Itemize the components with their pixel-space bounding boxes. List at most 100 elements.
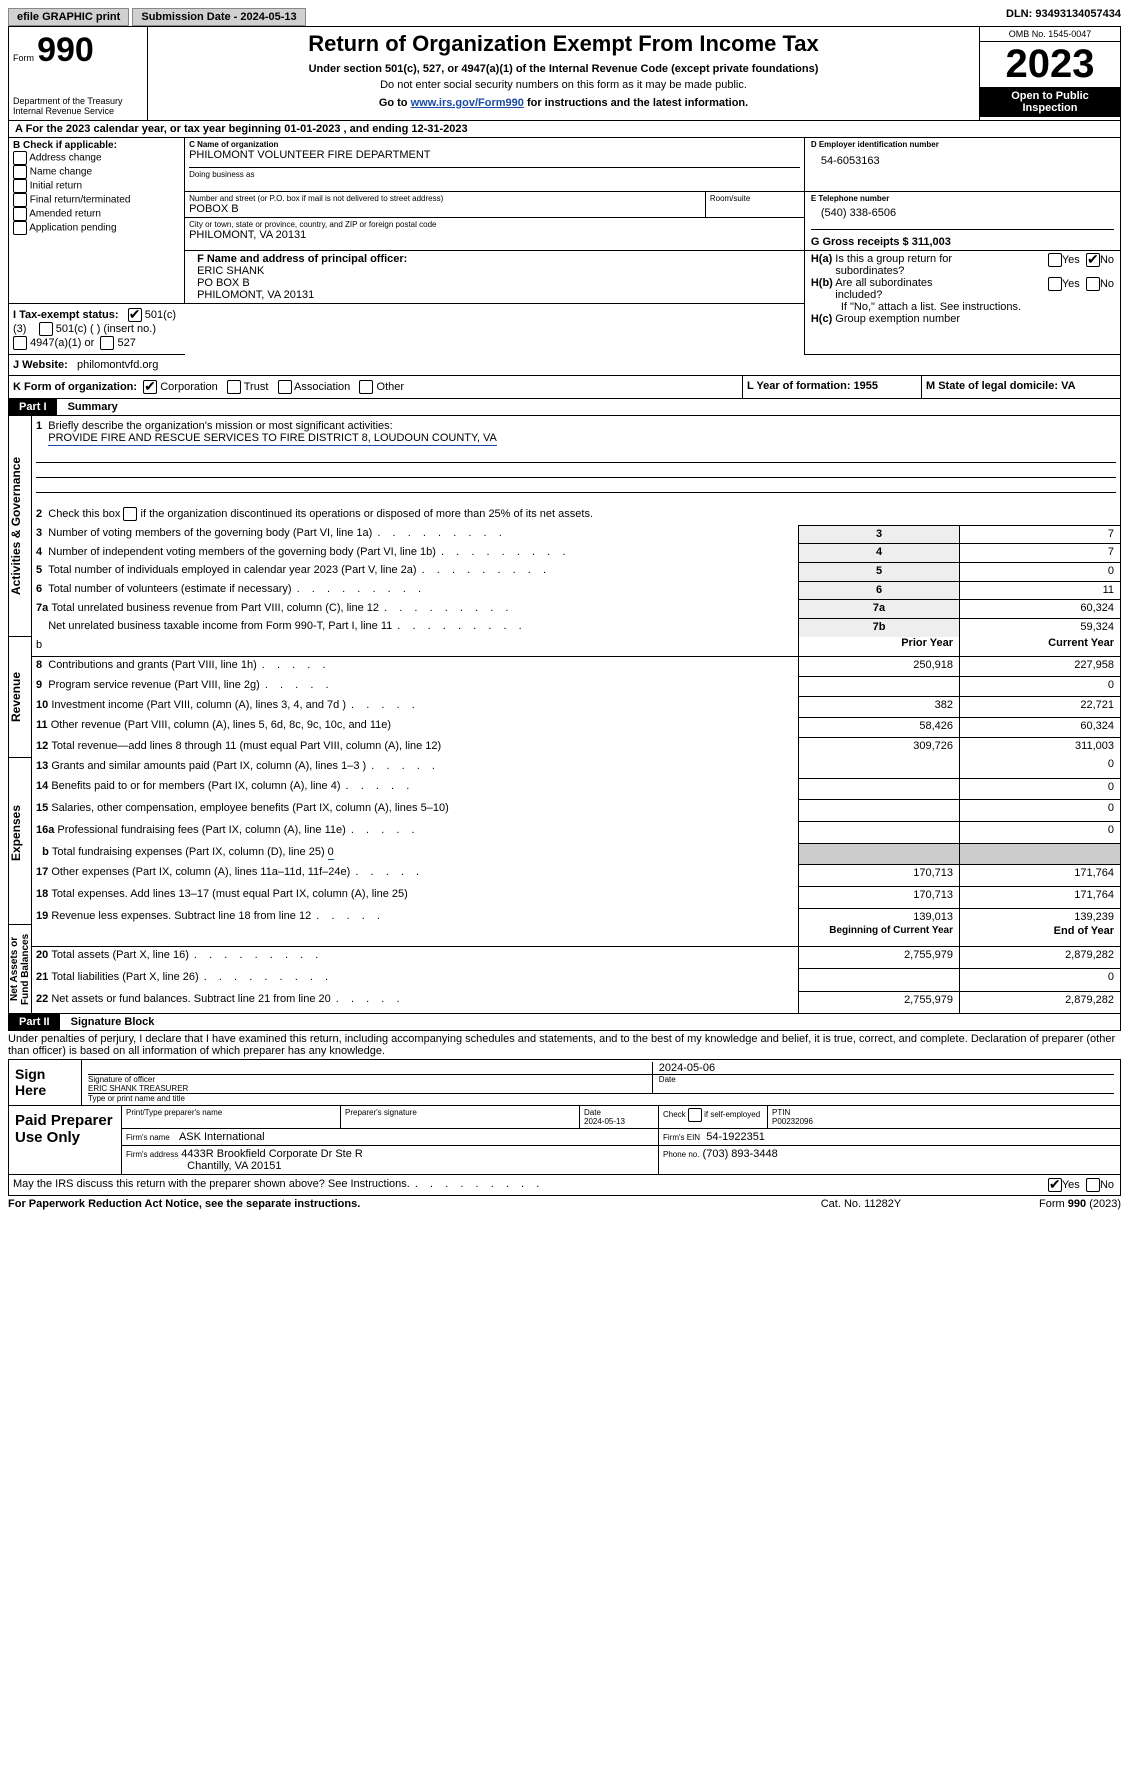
l4-val: 7 (960, 544, 1121, 563)
ck-4947[interactable] (13, 336, 27, 350)
prep-date: 2024-05-13 (584, 1117, 625, 1126)
l9-label: Program service revenue (Part VIII, line… (48, 679, 330, 691)
subtitle2: Do not enter social security numbers on … (158, 79, 969, 91)
street-label: Number and street (or P.O. box if mail i… (189, 194, 701, 203)
paid-preparer: Paid Preparer Use Only (9, 1106, 122, 1175)
ck-amended[interactable] (13, 207, 27, 221)
l10-p: 382 (799, 697, 960, 717)
ein: 54-6053163 (811, 155, 1114, 167)
l16b-c (960, 844, 1121, 865)
l22-c: 2,879,282 (960, 991, 1121, 1013)
firm-ein-label: Firm's EIN (663, 1133, 700, 1142)
ptin: P00232096 (772, 1117, 813, 1126)
box-f-label: F Name and address of principal officer: (197, 253, 800, 265)
ck-trust[interactable] (227, 380, 241, 394)
ck-assoc[interactable] (278, 380, 292, 394)
l19-p: 139,013 (799, 908, 960, 925)
penalty-text: Under penalties of perjury, I declare th… (8, 1031, 1121, 1059)
ck-final[interactable] (13, 193, 27, 207)
form-title: Return of Organization Exempt From Incom… (158, 31, 969, 57)
l9-c: 0 (960, 677, 1121, 697)
l17-label: Other expenses (Part IX, column (A), lin… (51, 866, 421, 878)
ck-ha-yes[interactable] (1048, 253, 1062, 267)
ck-initial[interactable] (13, 179, 27, 193)
ck-501c[interactable] (39, 322, 53, 336)
l3-val: 7 (960, 525, 1121, 544)
part1-title: Summary (60, 401, 118, 413)
ck-ha-no[interactable] (1086, 253, 1100, 267)
ck-discuss-no[interactable] (1086, 1178, 1100, 1192)
sig-type-label: Type or print name and title (88, 1093, 1114, 1103)
l8-c: 227,958 (960, 656, 1121, 676)
l19-label: Revenue less expenses. Subtract line 18 … (51, 910, 382, 922)
ck-corp[interactable] (143, 380, 157, 394)
ck-app-pending[interactable] (13, 221, 27, 235)
dba-label: Doing business as (189, 167, 800, 179)
l19-c: 139,239 (960, 908, 1121, 925)
l12-p: 309,726 (799, 738, 960, 758)
l14-c: 0 (960, 778, 1121, 800)
ck-address[interactable] (13, 151, 27, 165)
top-bar: efile GRAPHIC print Submission Date - 20… (8, 8, 1121, 26)
check-self: Check if self-employed (659, 1106, 768, 1129)
dept1: Department of the Treasury (13, 96, 143, 106)
box-i-label: I Tax-exempt status: (13, 309, 119, 321)
officer-name: ERIC SHANK (197, 265, 800, 277)
ck-discuss-yes[interactable] (1048, 1178, 1062, 1192)
ck-name[interactable] (13, 165, 27, 179)
eoy-hdr: End of Year (960, 925, 1121, 947)
l13-label: Grants and similar amounts paid (Part IX… (51, 760, 437, 772)
l12-c: 311,003 (960, 738, 1121, 758)
box-e-label: E Telephone number (811, 194, 1114, 203)
ck-hb-yes[interactable] (1048, 277, 1062, 291)
ck-hb-no[interactable] (1086, 277, 1100, 291)
box-c-name-label: C Name of organization (189, 140, 800, 149)
ha-label: H(a) Is this a group return for subordin… (811, 253, 1017, 277)
sign-here: Sign Here (9, 1060, 82, 1106)
l18-p: 170,713 (799, 886, 960, 908)
street: POBOX B (189, 203, 701, 215)
prep-name-label: Print/Type preparer's name (122, 1106, 341, 1129)
l10-c: 22,721 (960, 697, 1121, 717)
box-g: G Gross receipts $ 311,003 (811, 236, 951, 248)
website: philomontvfd.org (77, 359, 158, 371)
firm-addr1: 4433R Brookfield Corporate Dr Ste R (181, 1148, 363, 1160)
phone: (540) 338-6506 (811, 207, 1114, 219)
l12-label: Total revenue—add lines 8 through 11 (mu… (51, 740, 441, 752)
firm-phone-label: Phone no. (663, 1150, 699, 1159)
discuss-label: May the IRS discuss this return with the… (13, 1178, 541, 1190)
submission-date: Submission Date - 2024-05-13 (132, 8, 305, 26)
l3-label: Number of voting members of the governin… (48, 527, 504, 539)
l14-label: Benefits paid to or for members (Part IX… (51, 780, 411, 792)
l11-c: 60,324 (960, 717, 1121, 737)
l18-c: 171,764 (960, 886, 1121, 908)
l22-p: 2,755,979 (799, 991, 960, 1013)
firm-addr-label: Firm's address (126, 1150, 178, 1159)
ck-501c3[interactable] (128, 308, 142, 322)
box-j-label: J Website: (13, 359, 68, 371)
vlabel-ag: Activities & Governance (9, 416, 23, 636)
l9-p (799, 677, 960, 697)
l20-label: Total assets (Part X, line 16) (51, 949, 320, 961)
box-m: M State of legal domicile: VA (926, 380, 1076, 392)
efile-btn[interactable]: efile GRAPHIC print (8, 8, 129, 26)
l16a-p (799, 822, 960, 844)
firm-ein: 54-1922351 (706, 1131, 765, 1143)
hb-label: H(b) Are all subordinates included? (811, 277, 1017, 301)
vlabel-exp: Expenses (9, 758, 23, 908)
l6-label: Total number of volunteers (estimate if … (48, 583, 423, 595)
ck-other[interactable] (359, 380, 373, 394)
l22-label: Net assets or fund balances. Subtract li… (51, 993, 401, 1005)
l13-p (799, 758, 960, 779)
boy-hdr: Beginning of Current Year (799, 925, 960, 947)
ck-527[interactable] (100, 336, 114, 350)
ck-self-emp[interactable] (688, 1108, 702, 1122)
sig-officer-label: Signature of officerERIC SHANK TREASURER (88, 1075, 652, 1094)
ck-l2[interactable] (123, 507, 137, 521)
l21-p (799, 969, 960, 991)
l15-c: 0 (960, 800, 1121, 822)
l8-label: Contributions and grants (Part VIII, lin… (48, 659, 327, 671)
irs-link[interactable]: www.irs.gov/Form990 (411, 97, 524, 109)
prep-date-label: Date (584, 1108, 601, 1117)
l14-p (799, 778, 960, 800)
